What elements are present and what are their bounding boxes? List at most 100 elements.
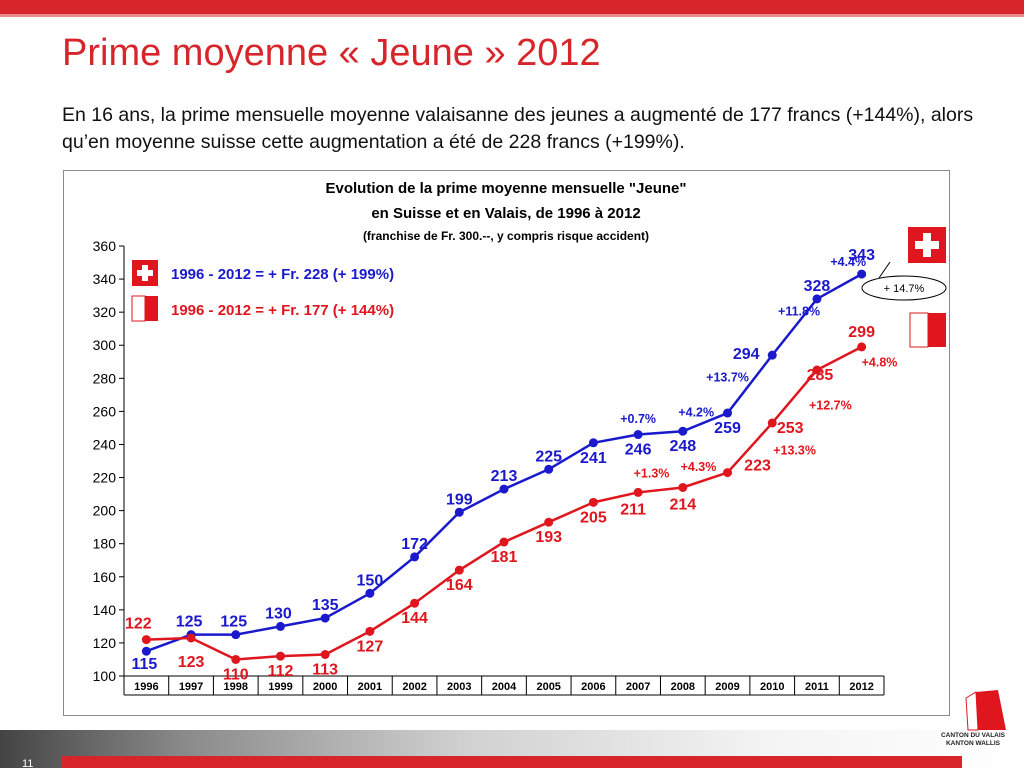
- intro-text: En 16 ans, la prime mensuelle moyenne va…: [62, 104, 974, 153]
- y-tick-label: 180: [93, 536, 117, 552]
- pct-label-valais: +13.3%: [773, 443, 816, 457]
- legend-suisse-text: 1996 - 2012 = + Fr. 228 (+ 199%): [171, 266, 394, 283]
- data-point-valais: [410, 598, 420, 608]
- x-tick-label: 2011: [805, 681, 829, 693]
- flag-valais-right: [909, 312, 946, 348]
- data-label-suisse: 150: [357, 572, 384, 589]
- data-label-valais: 110: [223, 666, 249, 683]
- data-point-suisse: [678, 426, 688, 436]
- legend-valais-text: 1996 - 2012 = + Fr. 177 (+ 144%): [171, 302, 394, 319]
- data-label-suisse: 328: [804, 278, 831, 295]
- data-point-valais: [723, 468, 733, 478]
- x-tick-label: 2003: [447, 681, 471, 693]
- pct-label-valais: +4.8%: [862, 356, 898, 370]
- data-label-suisse: 213: [491, 468, 518, 485]
- callout-ellipse: [861, 275, 947, 301]
- canton-text-2: KANTON WALLIS: [945, 740, 1001, 747]
- data-point-valais: [454, 565, 464, 575]
- plot-area: 100 120 140 160 180 200 220 240 260 280 300 320 340 3…: [93, 238, 898, 696]
- data-label-suisse: 248: [669, 438, 696, 455]
- x-tick-label: 2001: [358, 681, 382, 693]
- data-label-valais: 113: [312, 662, 338, 679]
- data-point-valais: [812, 365, 822, 375]
- y-tick-label: 240: [93, 436, 117, 452]
- pct-label-valais: +1.3%: [634, 467, 670, 481]
- y-tick-label: 200: [93, 503, 117, 519]
- data-point-valais: [275, 651, 285, 661]
- y-tick-label: 340: [93, 271, 117, 287]
- data-label-valais: 299: [848, 324, 875, 341]
- data-point-valais: [365, 626, 375, 636]
- flag-suisse-right: [908, 227, 946, 263]
- callout-text: + 14.7%: [884, 283, 925, 295]
- data-point-valais: [767, 418, 777, 428]
- data-point-suisse: [499, 484, 509, 494]
- data-point-valais: [320, 650, 330, 659]
- data-point-valais: [186, 633, 196, 643]
- swiss-cross-right-h: [915, 241, 939, 249]
- pct-label-suisse: +11.8%: [778, 304, 820, 318]
- valais-flag-right-white-icon: [909, 312, 929, 348]
- data-label-suisse: 115: [131, 656, 157, 673]
- x-tick-label: 2002: [402, 681, 426, 693]
- data-point-valais: [588, 497, 598, 507]
- data-label-suisse: 135: [312, 597, 339, 614]
- x-tick-label: 1999: [268, 681, 292, 693]
- top-red-bar: [0, 0, 1024, 14]
- pct-label-suisse: +0.7%: [620, 412, 656, 426]
- x-tick-label: 1997: [179, 681, 203, 693]
- x-tick-label: 2007: [626, 681, 650, 693]
- top-pink-bar: [0, 14, 1024, 17]
- data-label-valais: 285: [807, 367, 834, 384]
- canton-logo-text: CANTON DU VALAIS KANTON WALLIS: [928, 732, 1018, 748]
- canton-logo: [965, 690, 1006, 731]
- y-tick-label: 100: [93, 668, 117, 684]
- data-label-valais: 127: [357, 638, 384, 655]
- data-point-valais: [141, 635, 151, 645]
- data-label-valais: 164: [446, 577, 473, 594]
- valais-flag-left-icon: [131, 295, 146, 322]
- data-point-suisse: [857, 269, 867, 279]
- data-point-suisse: [410, 552, 420, 562]
- pct-label-valais: +12.7%: [809, 399, 852, 413]
- x-tick-label: 2010: [760, 681, 784, 693]
- x-tick-label: 2012: [849, 681, 873, 693]
- data-point-valais: [857, 342, 867, 352]
- data-label-valais: 181: [491, 549, 518, 566]
- data-point-suisse: [231, 630, 241, 640]
- y-tick-label: 120: [93, 635, 117, 651]
- y-tick-label: 140: [93, 602, 117, 618]
- y-tick-label: 260: [93, 403, 117, 419]
- callout-bubble: + 14.7%: [861, 261, 947, 301]
- data-label-suisse: 199: [446, 491, 473, 508]
- data-point-suisse: [320, 613, 330, 623]
- y-tick-label: 320: [93, 304, 117, 320]
- x-tick-label: 2000: [313, 681, 337, 693]
- data-label-suisse: 125: [176, 614, 203, 631]
- data-point-suisse: [365, 588, 375, 598]
- x-tick-label: 1996: [134, 681, 158, 693]
- legend-suisse: 1996 - 2012 = + Fr. 228 (+ 199%): [132, 260, 394, 286]
- y-tick-label: 360: [93, 238, 117, 254]
- data-label-valais: 123: [178, 654, 205, 671]
- data-label-valais: 253: [777, 420, 804, 437]
- y-tick-label: 160: [93, 569, 117, 585]
- chart-title: Evolution de la prime moyenne mensuelle …: [326, 180, 687, 197]
- data-label-valais: 193: [535, 529, 562, 546]
- data-label-valais: 112: [268, 663, 294, 680]
- data-point-valais: [633, 487, 643, 497]
- x-tick-label: 2008: [671, 681, 695, 693]
- chart-subtitle: en Suisse et en Valais, de 1996 à 2012: [371, 205, 640, 222]
- data-label-suisse: 172: [401, 536, 428, 553]
- data-point-valais: [231, 654, 241, 664]
- data-label-suisse: 130: [265, 605, 292, 622]
- x-tick-label: 2005: [536, 681, 560, 693]
- data-point-suisse: [633, 430, 643, 440]
- y-tick-label: 220: [93, 470, 117, 486]
- data-label-suisse: 225: [535, 448, 562, 465]
- y-tick-label: 300: [93, 337, 117, 353]
- data-point-suisse: [141, 646, 151, 656]
- line-chart: Evolution de la prime moyenne mensuelle …: [93, 180, 947, 696]
- page-number: 11: [22, 758, 34, 770]
- data-label-suisse: 125: [220, 614, 247, 631]
